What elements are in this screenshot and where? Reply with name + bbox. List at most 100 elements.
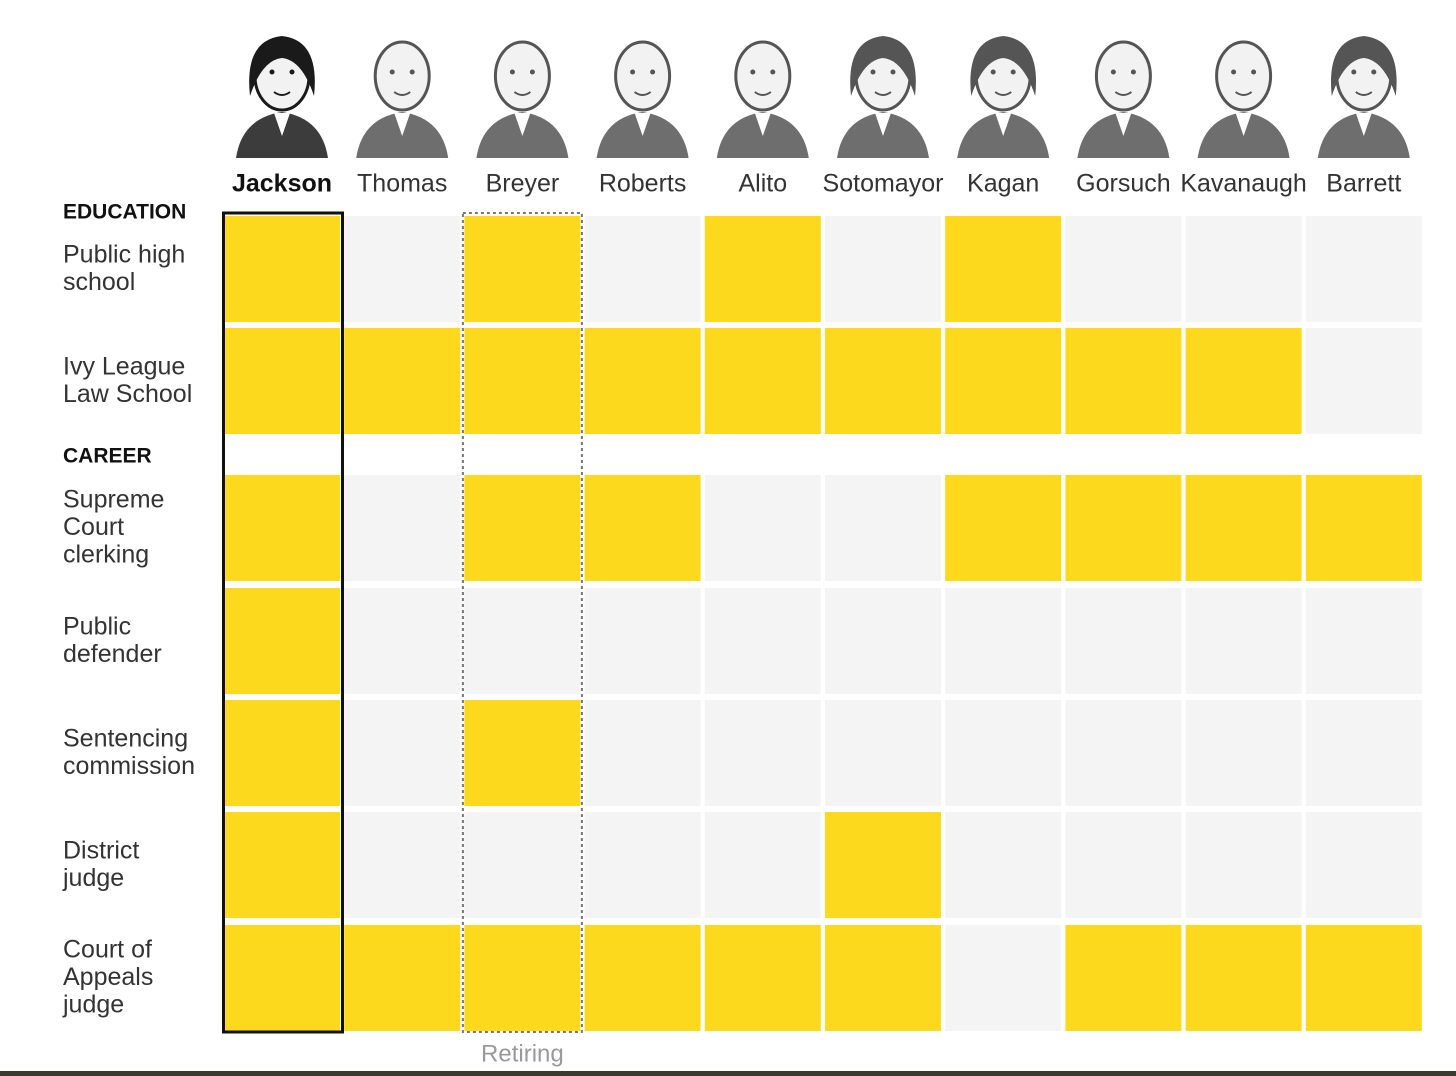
- portrait-mouth: [1355, 91, 1373, 96]
- cell-no: [825, 475, 941, 581]
- portrait-eye: [890, 69, 896, 75]
- cell-no: [704, 588, 821, 694]
- cell-yes: [584, 475, 701, 581]
- row-label-line: Law School: [63, 379, 192, 407]
- bottom-rule: [0, 1071, 1456, 1076]
- cell-no: [344, 700, 461, 806]
- portrait-eye: [1251, 69, 1257, 75]
- portrait-mouth: [874, 91, 892, 96]
- row-label-line: judge: [62, 990, 124, 1018]
- portrait-collar: [514, 113, 531, 136]
- portrait-eye: [650, 69, 656, 75]
- portrait-hair: [970, 36, 1037, 96]
- row-label-line: Ivy League: [63, 352, 185, 380]
- portrait-head: [493, 40, 551, 112]
- row-label-line: Public high: [63, 240, 185, 268]
- portrait-head: [614, 40, 672, 112]
- justice-name: Roberts: [599, 170, 687, 198]
- justice-name: Thomas: [357, 170, 447, 198]
- cell-yes: [224, 328, 340, 434]
- cell-yes: [464, 700, 581, 806]
- row-label-line: school: [63, 267, 135, 295]
- portrait-mouth: [1235, 91, 1253, 96]
- portrait-collar: [1355, 113, 1372, 136]
- portrait-head: [373, 40, 431, 112]
- row-label-line: Public: [63, 612, 131, 640]
- cell-yes: [704, 216, 821, 322]
- portrait-collar: [1235, 113, 1252, 136]
- cell-no: [1305, 328, 1422, 434]
- portrait-eye: [1351, 69, 1357, 75]
- portrait-collar: [995, 113, 1012, 136]
- cell-yes: [945, 216, 1062, 322]
- portrait-eye: [770, 69, 776, 75]
- cell-yes: [945, 328, 1062, 434]
- portrait-collar: [394, 113, 411, 136]
- portrait-eye: [269, 69, 275, 75]
- cell-no: [344, 216, 461, 322]
- portrait-collar: [1115, 113, 1132, 136]
- portrait-mouth: [273, 91, 291, 96]
- cell-no: [344, 812, 461, 918]
- cell-no: [945, 700, 1062, 806]
- portrait-gorsuch: [1077, 40, 1170, 158]
- portrait-hair: [249, 36, 315, 96]
- portrait-eye: [289, 69, 295, 75]
- section-heading: CAREER: [63, 445, 152, 468]
- cell-no: [1305, 216, 1422, 322]
- row-label: Court of Appeals judge: [62, 935, 153, 1018]
- cell-no: [1065, 700, 1182, 806]
- portrait-thomas: [356, 40, 449, 158]
- portrait-head: [1215, 40, 1273, 112]
- cell-no: [584, 588, 701, 694]
- cell-no: [1065, 588, 1182, 694]
- portrait-kavanaugh: [1197, 40, 1290, 158]
- portrait-eye: [1110, 69, 1116, 75]
- cell-no: [584, 216, 701, 322]
- cell-yes: [1305, 475, 1422, 581]
- portrait-barrett: [1317, 36, 1410, 158]
- cell-yes: [704, 925, 821, 1031]
- row-label: Public high school: [63, 240, 185, 296]
- cell-no: [464, 588, 581, 694]
- justice-name: Breyer: [486, 170, 560, 198]
- portrait-eye: [409, 69, 415, 75]
- portrait-hair: [850, 36, 916, 96]
- cell-no: [704, 700, 821, 806]
- cell-yes: [945, 475, 1062, 581]
- row-label: Sentencing commission: [63, 724, 195, 780]
- cell-no: [704, 475, 821, 581]
- portrait-eye: [990, 69, 996, 75]
- cell-no: [945, 925, 1062, 1031]
- portrait-eye: [870, 69, 876, 75]
- portrait-alito: [716, 40, 809, 158]
- portrait-mouth: [513, 91, 531, 96]
- portrait-mouth: [1114, 91, 1132, 96]
- portrait-kagan: [957, 36, 1050, 158]
- portrait-head: [1094, 40, 1152, 112]
- cell-yes: [704, 328, 821, 434]
- justice-name: Jackson: [232, 170, 332, 198]
- justice-name: Gorsuch: [1076, 170, 1170, 198]
- row-label-line: defender: [63, 639, 162, 667]
- cell-no: [1305, 700, 1422, 806]
- cell-yes: [1185, 328, 1302, 434]
- justice-name: Barrett: [1326, 170, 1401, 198]
- cell-no: [1305, 812, 1422, 918]
- cell-yes: [825, 328, 941, 434]
- row-label: District judge: [62, 836, 139, 892]
- cell-no: [1185, 216, 1302, 322]
- cell-yes: [224, 812, 340, 918]
- portrait-collar: [754, 113, 771, 136]
- cell-yes: [1185, 925, 1302, 1031]
- portrait-collar: [274, 113, 290, 136]
- cell-yes: [224, 925, 340, 1031]
- cell-yes: [344, 925, 461, 1031]
- cell-no: [1065, 812, 1182, 918]
- portrait-sotomayor: [837, 36, 929, 158]
- portrait-mouth: [754, 91, 772, 96]
- cell-no: [1185, 812, 1302, 918]
- portrait-mouth: [994, 91, 1012, 96]
- cell-no: [704, 812, 821, 918]
- justice-name: Sotomayor: [823, 170, 944, 198]
